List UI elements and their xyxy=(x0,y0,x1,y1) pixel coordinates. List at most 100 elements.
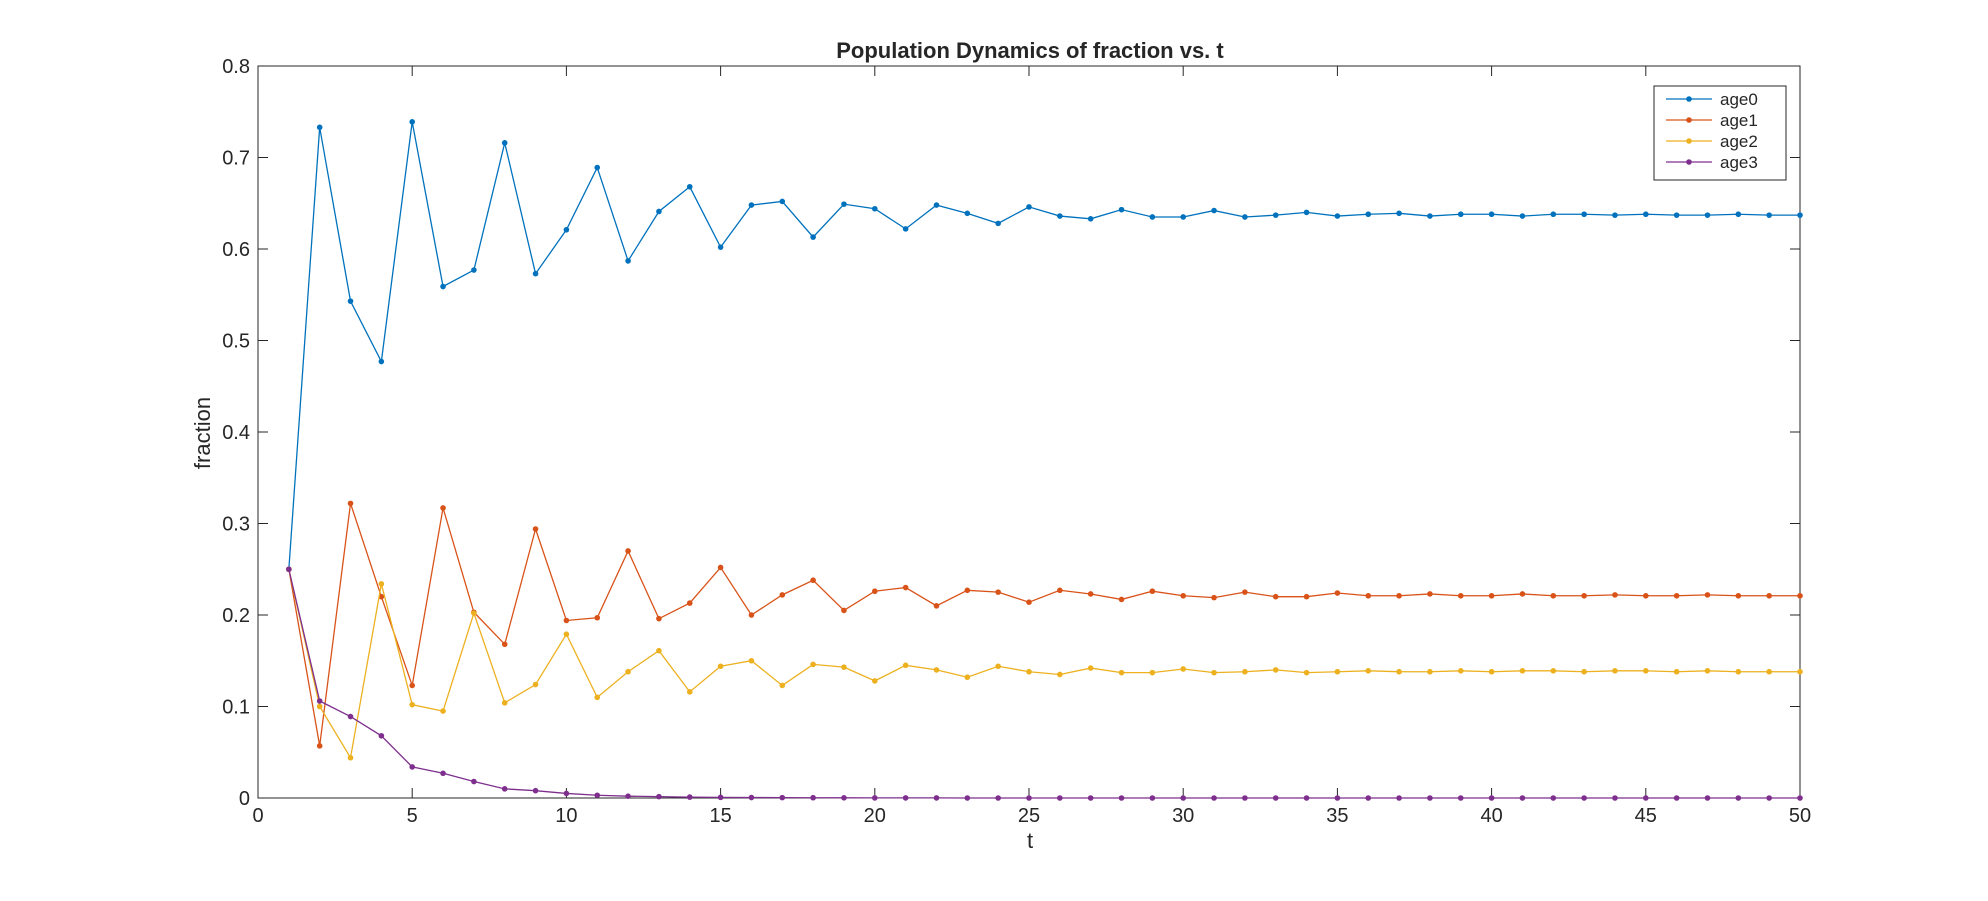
data-point-age0 xyxy=(1303,209,1310,216)
data-point-age0 xyxy=(686,183,693,190)
data-point-age3 xyxy=(1149,795,1156,801)
data-point-age1 xyxy=(902,584,909,591)
data-point-age2 xyxy=(471,610,477,616)
data-point-age3 xyxy=(1303,795,1310,801)
data-point-age1 xyxy=(964,587,971,594)
legend-marker-age3 xyxy=(1686,159,1692,165)
x-tick-label: 30 xyxy=(1172,805,1194,827)
data-point-age2 xyxy=(1057,671,1063,678)
data-point-age2 xyxy=(1457,668,1464,674)
data-point-age2 xyxy=(1704,668,1711,674)
y-tick-label: 0.4 xyxy=(222,422,250,444)
data-point-age1 xyxy=(933,603,940,609)
data-point-age3 xyxy=(378,732,385,739)
data-point-age3 xyxy=(1550,795,1557,801)
data-point-age1 xyxy=(1550,592,1557,599)
data-point-age1 xyxy=(1118,596,1125,603)
data-point-age1 xyxy=(1149,588,1156,595)
data-point-age2 xyxy=(1766,668,1772,675)
data-point-age0 xyxy=(1766,212,1772,218)
data-point-age2 xyxy=(316,703,323,710)
data-point-age2 xyxy=(409,701,416,708)
data-point-age3 xyxy=(779,794,786,801)
data-point-age3 xyxy=(902,795,909,801)
data-point-age1 xyxy=(1427,591,1433,597)
series-line-age2 xyxy=(288,569,1800,760)
legend-label-age2: age2 xyxy=(1720,132,1758,151)
data-point-age3 xyxy=(717,794,724,801)
data-point-age0 xyxy=(1242,214,1248,220)
data-point-age0 xyxy=(1026,204,1032,210)
data-point-age2 xyxy=(1612,668,1618,674)
y-tick-label: 0.8 xyxy=(222,56,250,78)
legend-label-age1: age1 xyxy=(1720,111,1758,130)
data-point-age0 xyxy=(594,164,601,171)
data-point-age3 xyxy=(1057,795,1063,801)
data-point-age3 xyxy=(1087,795,1094,801)
data-point-age1 xyxy=(1612,592,1618,598)
data-point-age3 xyxy=(1396,795,1402,801)
data-point-age0 xyxy=(964,210,971,217)
data-point-age1 xyxy=(1766,592,1772,599)
data-point-age2 xyxy=(1735,668,1742,675)
x-tick-label: 15 xyxy=(709,805,731,827)
data-point-age1 xyxy=(1242,589,1248,595)
data-point-age2 xyxy=(378,581,385,587)
data-point-age1 xyxy=(1488,592,1495,599)
data-point-age2 xyxy=(1797,668,1803,675)
data-point-age1 xyxy=(1673,592,1680,599)
y-tick-label: 0.6 xyxy=(222,239,250,261)
data-point-age2 xyxy=(1550,668,1557,674)
data-point-age3 xyxy=(532,787,539,794)
data-point-age3 xyxy=(1704,795,1711,801)
data-point-age1 xyxy=(1643,592,1649,599)
data-point-age3 xyxy=(1488,795,1495,801)
data-point-age0 xyxy=(378,358,385,365)
data-point-age1 xyxy=(656,615,662,622)
data-point-age3 xyxy=(409,764,416,770)
x-tick-label: 35 xyxy=(1326,805,1348,827)
data-point-age0 xyxy=(563,226,570,233)
y-axis-label: fraction xyxy=(190,397,215,469)
x-axis-label: t xyxy=(1027,828,1033,853)
data-point-age3 xyxy=(1365,795,1372,801)
data-point-age1 xyxy=(748,612,755,618)
data-point-age0 xyxy=(316,124,323,131)
data-point-age0 xyxy=(471,267,477,273)
y-tick-label: 0.3 xyxy=(222,514,250,536)
data-point-age1 xyxy=(1272,593,1279,600)
data-point-age0 xyxy=(1211,207,1217,214)
data-point-age1 xyxy=(563,617,570,624)
legend-marker-age0 xyxy=(1686,96,1692,102)
data-point-age0 xyxy=(1612,212,1618,218)
data-point-age2 xyxy=(1211,669,1217,676)
data-point-age2 xyxy=(1026,668,1032,675)
legend-label-age3: age3 xyxy=(1720,153,1758,172)
y-tick-label: 0 xyxy=(239,788,250,810)
data-point-age0 xyxy=(1797,212,1803,218)
data-point-age3 xyxy=(933,795,940,801)
data-point-age3 xyxy=(995,795,1001,801)
data-point-age3 xyxy=(1735,795,1742,801)
data-point-age0 xyxy=(1180,214,1186,220)
data-point-age1 xyxy=(1057,587,1063,594)
data-point-age3 xyxy=(841,795,847,801)
data-point-age2 xyxy=(964,674,971,681)
data-point-age2 xyxy=(933,667,940,673)
data-point-age0 xyxy=(1673,212,1680,218)
data-point-age0 xyxy=(656,208,662,215)
data-point-age1 xyxy=(1334,590,1341,596)
data-point-age1 xyxy=(995,589,1001,595)
plot-area-frame xyxy=(257,65,1801,799)
data-point-age2 xyxy=(347,754,354,761)
data-point-age1 xyxy=(686,600,693,606)
data-point-age2 xyxy=(1488,668,1495,675)
data-point-age0 xyxy=(1118,206,1125,213)
data-point-age3 xyxy=(1457,795,1464,801)
legend-marker-age2 xyxy=(1686,138,1692,144)
series-line-age0 xyxy=(288,121,1800,570)
data-point-age2 xyxy=(501,700,508,706)
x-tick-label: 50 xyxy=(1789,805,1811,827)
